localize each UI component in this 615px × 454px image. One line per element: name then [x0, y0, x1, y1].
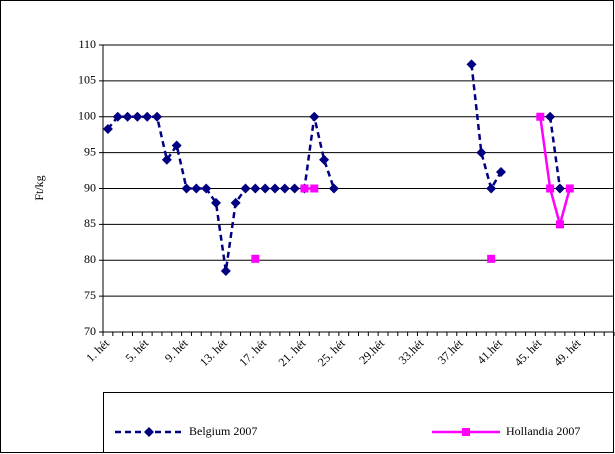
data-point	[310, 184, 319, 193]
data-point	[201, 183, 212, 194]
y-tick-label: 95	[84, 144, 96, 158]
y-tick-label: 70	[84, 324, 96, 338]
data-point	[536, 112, 545, 121]
data-point	[181, 183, 192, 194]
data-point	[122, 111, 133, 122]
legend-label: Belgium 2007	[189, 424, 257, 438]
data-point	[487, 254, 496, 263]
y-tick-label: 80	[84, 252, 96, 266]
data-point	[132, 111, 143, 122]
data-point	[211, 197, 222, 208]
y-axis-label: Ft/kg	[32, 175, 46, 200]
data-point	[171, 140, 182, 151]
y-tick-label: 90	[84, 180, 96, 194]
legend-label: Hollandia 2007	[506, 424, 580, 438]
data-point	[240, 183, 251, 194]
data-point	[289, 183, 300, 194]
data-point	[545, 111, 556, 122]
data-point	[319, 154, 330, 165]
data-point	[220, 266, 231, 277]
y-tick-label: 75	[84, 288, 96, 302]
data-point	[279, 183, 290, 194]
data-point	[546, 184, 555, 193]
data-point	[251, 254, 260, 263]
data-point	[230, 197, 241, 208]
data-point	[112, 111, 123, 122]
legend-box	[103, 392, 614, 453]
data-point	[554, 183, 565, 194]
data-point	[191, 183, 202, 194]
y-tick-label: 110	[78, 37, 96, 51]
y-tick-label: 100	[78, 109, 96, 123]
data-point	[565, 184, 574, 193]
data-point	[328, 183, 339, 194]
data-point	[486, 183, 497, 194]
y-tick-label: 105	[78, 73, 96, 87]
data-point	[555, 220, 564, 229]
data-point	[250, 183, 261, 194]
data-point	[142, 111, 153, 122]
y-tick-label: 85	[84, 216, 96, 230]
data-point	[260, 183, 271, 194]
data-point	[300, 184, 309, 193]
data-point	[102, 123, 113, 134]
data-point	[269, 183, 280, 194]
data-point	[476, 147, 487, 158]
data-point	[309, 111, 320, 122]
data-point	[495, 166, 506, 177]
data-point	[161, 154, 172, 165]
legend-marker	[462, 428, 470, 436]
data-point	[466, 59, 477, 70]
legend-marker	[144, 427, 154, 437]
data-point	[152, 111, 163, 122]
